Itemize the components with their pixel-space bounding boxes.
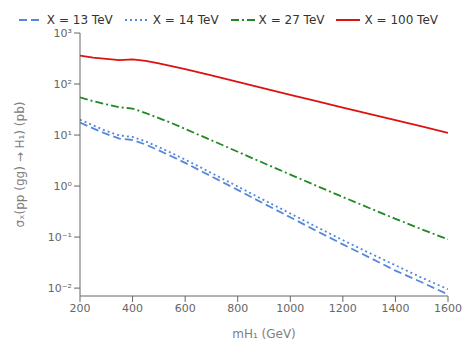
svg-text:1000: 1000 <box>276 302 304 315</box>
svg-text:1600: 1600 <box>434 302 462 315</box>
html-text:X = 100 TeV: X = 100 TeV <box>364 13 438 27</box>
svg-text:600: 600 <box>175 302 196 315</box>
svg-text:σₓ(pp (gg) → H₁) (pb): σₓ(pp (gg) → H₁) (pb) <box>13 102 27 228</box>
svg-text:200: 200 <box>70 302 91 315</box>
html-text:X = 13 TeV: X = 13 TeV <box>46 13 113 27</box>
svg-text:mH₁ (GeV): mH₁ (GeV) <box>232 327 296 341</box>
svg-text:10⁻²: 10⁻² <box>48 282 72 295</box>
svg-text:800: 800 <box>227 302 248 315</box>
svg-text:10³: 10³ <box>54 27 72 40</box>
svg-text:10¹: 10¹ <box>54 129 72 142</box>
html-text:X = 14 TeV: X = 14 TeV <box>152 13 219 27</box>
svg-text:400: 400 <box>122 302 143 315</box>
html-text:X = 27 TeV: X = 27 TeV <box>258 13 325 27</box>
svg-text:10⁰: 10⁰ <box>54 180 73 193</box>
svg-text:10⁻¹: 10⁻¹ <box>48 231 72 244</box>
svg-text:1200: 1200 <box>329 302 357 315</box>
svg-text:1400: 1400 <box>381 302 409 315</box>
svg-text:10²: 10² <box>54 78 72 91</box>
